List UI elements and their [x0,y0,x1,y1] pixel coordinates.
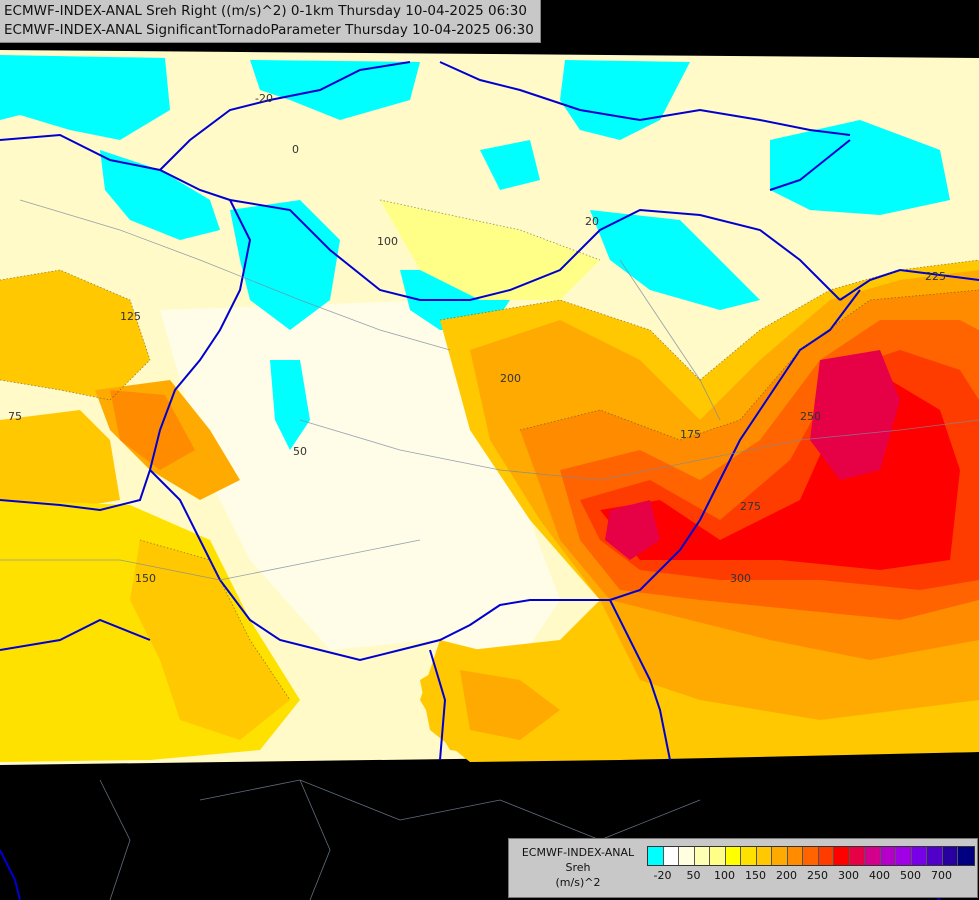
legend-tick: 200 [776,869,797,882]
legend-tick: 700 [931,869,952,882]
legend-tick: 500 [900,869,921,882]
contour-label: 200 [500,372,521,385]
legend-swatch [958,847,974,865]
legend-tick: 50 [686,869,701,882]
legend-swatch [772,847,788,865]
title-box: ECMWF-INDEX-ANAL Sreh Right ((m/s)^2) 0-… [0,0,541,43]
legend-swatch [942,847,958,865]
contour-label: 250 [800,410,821,423]
legend-swatch [694,847,710,865]
legend-tick: 250 [807,869,828,882]
legend-swatch [896,847,912,865]
legend-tick: -20 [653,869,672,882]
contour-label: 175 [680,428,701,441]
contour-label: 300 [730,572,751,585]
legend-parameter: Sreh [565,861,591,874]
contour-label: 225 [925,270,946,283]
legend-swatches [647,846,975,866]
title-line-1: ECMWF-INDEX-ANAL Sreh Right ((m/s)^2) 0-… [4,3,527,19]
contour-label: 75 [8,410,22,423]
contour-label: 100 [377,235,398,248]
legend-ticks: -20 50 100 150 200 250 300 400 500 700 [647,869,977,885]
legend-tick: 150 [745,869,766,882]
legend-swatch [787,847,803,865]
legend-swatch [741,847,757,865]
legend-swatch [927,847,943,865]
color-legend: ECMWF-INDEX-ANAL Sreh (m/s)^2 -20 50 100 15… [508,838,978,898]
legend-title: ECMWF-INDEX-ANAL Sreh (m/s)^2 [513,845,643,890]
positive-areas [0,200,979,762]
legend-swatch [725,847,741,865]
contour-label: 0 [292,143,299,156]
contour-label: -20 [255,92,273,105]
legend-tick: 400 [869,869,890,882]
contour-label: 50 [293,445,307,458]
legend-swatch [911,847,927,865]
contour-labels: -20 0 20 50 75 100 125 150 175 200 225 2… [8,92,946,585]
contour-label: 275 [740,500,761,513]
legend-tick: 100 [714,869,735,882]
legend-swatch [648,847,664,865]
legend-swatch [849,847,865,865]
contour-label: 150 [135,572,156,585]
legend-unit: (m/s)^2 [555,876,601,889]
contour-lines [0,199,979,701]
contour-label: 20 [585,215,599,228]
legend-swatch [679,847,695,865]
legend-swatch [756,847,772,865]
legend-swatch [880,847,896,865]
legend-swatch [803,847,819,865]
legend-swatch [865,847,881,865]
legend-swatch [834,847,850,865]
legend-swatch [818,847,834,865]
legend-swatch [710,847,726,865]
legend-tick: 300 [838,869,859,882]
title-line-2: ECMWF-INDEX-ANAL SignificantTornadoParam… [4,22,534,38]
legend-model: ECMWF-INDEX-ANAL [521,846,635,859]
contour-label: 125 [120,310,141,323]
legend-swatch [663,847,679,865]
